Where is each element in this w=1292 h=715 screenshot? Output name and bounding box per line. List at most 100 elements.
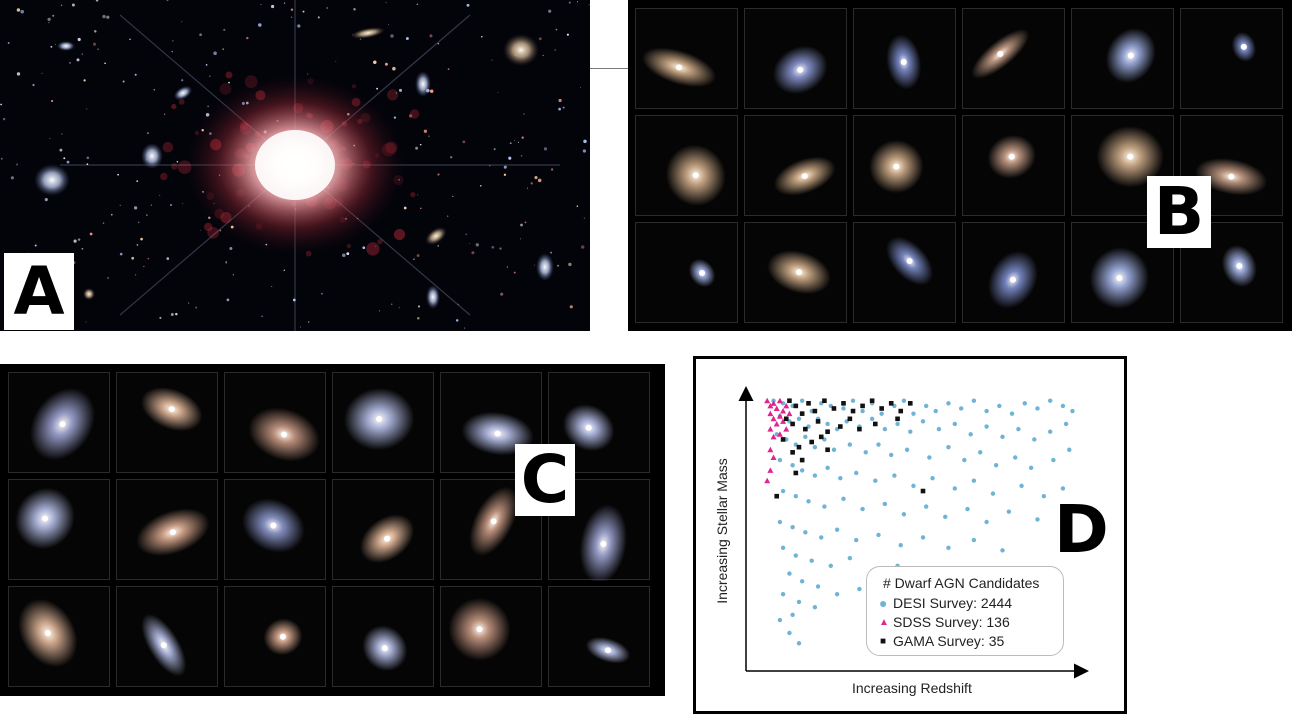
- star: [503, 173, 507, 176]
- galaxy-thumbnail: [8, 586, 110, 687]
- star: [405, 37, 409, 40]
- data-point-circle: [812, 604, 818, 610]
- star: [195, 306, 198, 309]
- data-point-circle: [930, 475, 935, 481]
- data-point-square: [888, 401, 894, 406]
- star: [205, 64, 208, 66]
- star: [290, 8, 294, 11]
- data-point-circle: [777, 519, 783, 525]
- star: [465, 233, 467, 236]
- star: [568, 1, 571, 4]
- data-point-circle: [895, 421, 900, 427]
- data-point-circle: [882, 501, 888, 507]
- data-point-square: [857, 426, 862, 432]
- galaxy-illustration: [469, 486, 518, 556]
- data-point-circle: [1000, 434, 1005, 440]
- star: [417, 194, 419, 196]
- star: [493, 148, 496, 151]
- star: [384, 62, 388, 66]
- star: [469, 243, 471, 244]
- star: [437, 173, 440, 176]
- star: [163, 113, 166, 115]
- data-point-triangle: [780, 418, 787, 424]
- data-point-circle: [1035, 406, 1040, 411]
- star: [258, 23, 262, 27]
- star: [260, 4, 262, 6]
- star: [359, 38, 362, 41]
- star: [415, 146, 419, 150]
- star: [555, 28, 558, 31]
- legend-item-gama: ■ GAMA Survey: 35: [879, 633, 1004, 649]
- star: [175, 312, 178, 316]
- data-point-circle: [841, 406, 846, 411]
- data-point-circle: [1022, 401, 1027, 406]
- data-point-circle: [809, 558, 814, 563]
- data-point-square: [787, 398, 792, 404]
- data-point-circle: [796, 599, 802, 605]
- panel-b-galaxy-grid: B: [628, 0, 1292, 331]
- data-point-square: [825, 447, 830, 453]
- galaxy-illustration: [1221, 245, 1257, 288]
- star: [403, 206, 407, 210]
- star: [63, 157, 66, 160]
- data-point-circle: [860, 408, 865, 414]
- star: [428, 135, 430, 137]
- galaxy-thumbnail: [332, 586, 434, 687]
- data-point-circle: [920, 535, 926, 540]
- star: [48, 21, 50, 24]
- data-point-triangle: [786, 410, 793, 417]
- legend-label-gama: GAMA Survey: 35: [893, 633, 1005, 649]
- galaxy-illustration: [448, 597, 511, 661]
- galaxy-illustration: [242, 498, 305, 553]
- star: [86, 156, 90, 160]
- nebula-blob: [346, 243, 352, 249]
- galaxy-illustration: [248, 407, 320, 462]
- data-point-square: [869, 398, 875, 404]
- star: [317, 16, 320, 19]
- star: [207, 105, 209, 107]
- star: [353, 7, 356, 11]
- galaxy-thumbnail: [224, 479, 326, 580]
- star: [176, 160, 179, 163]
- data-point-circle: [984, 408, 989, 414]
- star: [416, 3, 419, 6]
- data-point-circle: [777, 617, 783, 623]
- panel-d-scatter-chart: Increasing Redshift Increasing Stellar M…: [693, 356, 1127, 714]
- star: [569, 305, 573, 309]
- galaxy-thumbnail: [116, 479, 218, 580]
- star: [480, 35, 483, 38]
- data-point-circle: [780, 592, 786, 597]
- data-point-circle: [962, 457, 967, 463]
- star: [133, 206, 138, 210]
- data-point-circle: [825, 465, 830, 471]
- data-point-circle: [1063, 421, 1069, 427]
- data-point-circle: [790, 524, 795, 530]
- star: [92, 42, 97, 46]
- legend-label-sdss: SDSS Survey: 136: [893, 614, 1010, 630]
- data-point-circle: [806, 499, 811, 504]
- data-point-circle: [958, 406, 964, 411]
- data-point-circle: [971, 537, 977, 543]
- data-point-square: [799, 457, 805, 463]
- star: [558, 107, 561, 111]
- star: [119, 204, 121, 206]
- star: [77, 37, 81, 42]
- galaxy-illustration: [773, 156, 836, 196]
- star: [271, 4, 275, 9]
- chart-legend: # Dwarf AGN Candidates ● DESI Survey: 24…: [866, 566, 1064, 656]
- data-point-circle: [777, 457, 783, 463]
- connector-line: [590, 68, 628, 69]
- data-point-circle: [943, 514, 948, 520]
- nebula-blob: [171, 103, 177, 110]
- star: [59, 148, 63, 152]
- data-point-square: [920, 488, 926, 494]
- data-point-triangle: [770, 400, 777, 406]
- data-point-triangle: [767, 426, 774, 432]
- galaxy-illustration: [579, 504, 627, 584]
- star: [416, 254, 420, 257]
- data-point-triangle: [773, 420, 780, 427]
- star: [16, 163, 19, 166]
- nebula-blob: [409, 109, 420, 119]
- star: [526, 187, 529, 189]
- data-point-circle: [898, 543, 903, 548]
